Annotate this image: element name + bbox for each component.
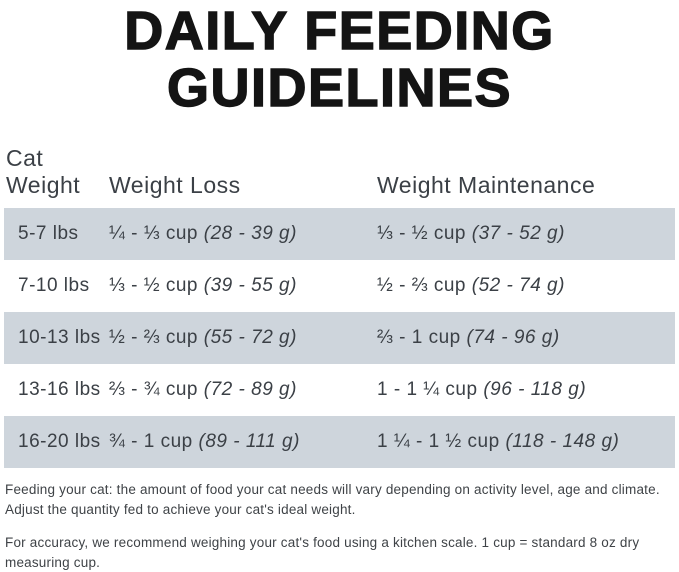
maintenance-cups: 1 ¼ - 1 ½ cup bbox=[377, 431, 500, 452]
loss-grams: (89 - 111 g) bbox=[198, 431, 300, 452]
maintenance-grams: (96 - 118 g) bbox=[483, 379, 587, 400]
maintenance-grams: (37 - 52 g) bbox=[471, 223, 565, 244]
loss-cups: ⅓ - ½ cup bbox=[109, 275, 198, 296]
maintenance-cups: 1 - 1 ¼ cup bbox=[377, 379, 478, 400]
loss-cups: ¼ - ⅓ cup bbox=[109, 223, 198, 244]
page-title-line-2: GUIDELINES bbox=[166, 58, 513, 118]
table-row: 16-20 lbs ¾ - 1 cup (89 - 111 g) 1 ¼ - 1… bbox=[4, 416, 675, 468]
maintenance-grams: (74 - 96 g) bbox=[466, 327, 560, 348]
feeding-table: Cat Weight Weight Loss Weight Maintenanc… bbox=[4, 145, 675, 468]
table-row: 7-10 lbs ⅓ - ½ cup (39 - 55 g) ½ - ⅔ cup… bbox=[4, 260, 675, 312]
weight-maintenance-cell: 1 ¼ - 1 ½ cup (118 - 148 g) bbox=[372, 431, 675, 453]
cat-weight-cell: 7-10 lbs bbox=[18, 275, 90, 296]
weight-maintenance-cell: ⅓ - ½ cup (37 - 52 g) bbox=[372, 223, 675, 245]
table-row: 5-7 lbs ¼ - ⅓ cup (28 - 39 g) ⅓ - ½ cup … bbox=[4, 208, 675, 260]
loss-cups: ¾ - 1 cup bbox=[109, 431, 193, 452]
loss-grams: (55 - 72 g) bbox=[203, 327, 297, 348]
weight-loss-cell: ⅓ - ½ cup (39 - 55 g) bbox=[104, 275, 372, 297]
weight-maintenance-cell: ½ - ⅔ cup (52 - 74 g) bbox=[372, 275, 675, 297]
cat-weight-cell: 10-13 lbs bbox=[18, 327, 101, 348]
header-cat-weight-line-2: Weight bbox=[6, 172, 81, 198]
loss-cups: ½ - ⅔ cup bbox=[109, 327, 198, 348]
weight-maintenance-cell: ⅔ - 1 cup (74 - 96 g) bbox=[372, 327, 675, 349]
header-cat-weight: Cat Weight bbox=[4, 145, 104, 199]
table-header-row: Cat Weight Weight Loss Weight Maintenanc… bbox=[4, 145, 675, 208]
maintenance-cups: ⅔ - 1 cup bbox=[377, 327, 461, 348]
weight-loss-cell: ¼ - ⅓ cup (28 - 39 g) bbox=[104, 223, 372, 245]
maintenance-cups: ½ - ⅔ cup bbox=[377, 275, 466, 296]
maintenance-grams: (118 - 148 g) bbox=[505, 431, 620, 452]
cat-weight-cell: 13-16 lbs bbox=[18, 379, 101, 400]
footnotes: Feeding your cat: the amount of food you… bbox=[5, 480, 671, 572]
weight-loss-cell: ½ - ⅔ cup (55 - 72 g) bbox=[104, 327, 372, 349]
cat-weight-cell: 5-7 lbs bbox=[18, 223, 79, 244]
loss-cups: ⅔ - ¾ cup bbox=[109, 379, 198, 400]
weight-loss-cell: ¾ - 1 cup (89 - 111 g) bbox=[104, 431, 372, 453]
note-feeding: Feeding your cat: the amount of food you… bbox=[5, 482, 660, 517]
maintenance-cups: ⅓ - ½ cup bbox=[377, 223, 466, 244]
loss-grams: (28 - 39 g) bbox=[203, 223, 297, 244]
header-weight-loss: Weight Loss bbox=[109, 172, 241, 198]
weight-maintenance-cell: 1 - 1 ¼ cup (96 - 118 g) bbox=[372, 379, 675, 401]
table-row: 10-13 lbs ½ - ⅔ cup (55 - 72 g) ⅔ - 1 cu… bbox=[4, 312, 675, 364]
header-weight-maintenance: Weight Maintenance bbox=[377, 172, 596, 198]
page-title-line-1: DAILY FEEDING bbox=[124, 1, 555, 61]
page-title: DAILY FEEDING GUIDELINES bbox=[0, 0, 679, 117]
table-row: 13-16 lbs ⅔ - ¾ cup (72 - 89 g) 1 - 1 ¼ … bbox=[4, 364, 675, 416]
weight-loss-cell: ⅔ - ¾ cup (72 - 89 g) bbox=[104, 379, 372, 401]
cat-weight-cell: 16-20 lbs bbox=[18, 431, 101, 452]
note-accuracy: For accuracy, we recommend weighing your… bbox=[5, 535, 640, 570]
loss-grams: (72 - 89 g) bbox=[203, 379, 297, 400]
loss-grams: (39 - 55 g) bbox=[203, 275, 297, 296]
maintenance-grams: (52 - 74 g) bbox=[471, 275, 565, 296]
header-cat-weight-line-1: Cat bbox=[6, 145, 44, 171]
